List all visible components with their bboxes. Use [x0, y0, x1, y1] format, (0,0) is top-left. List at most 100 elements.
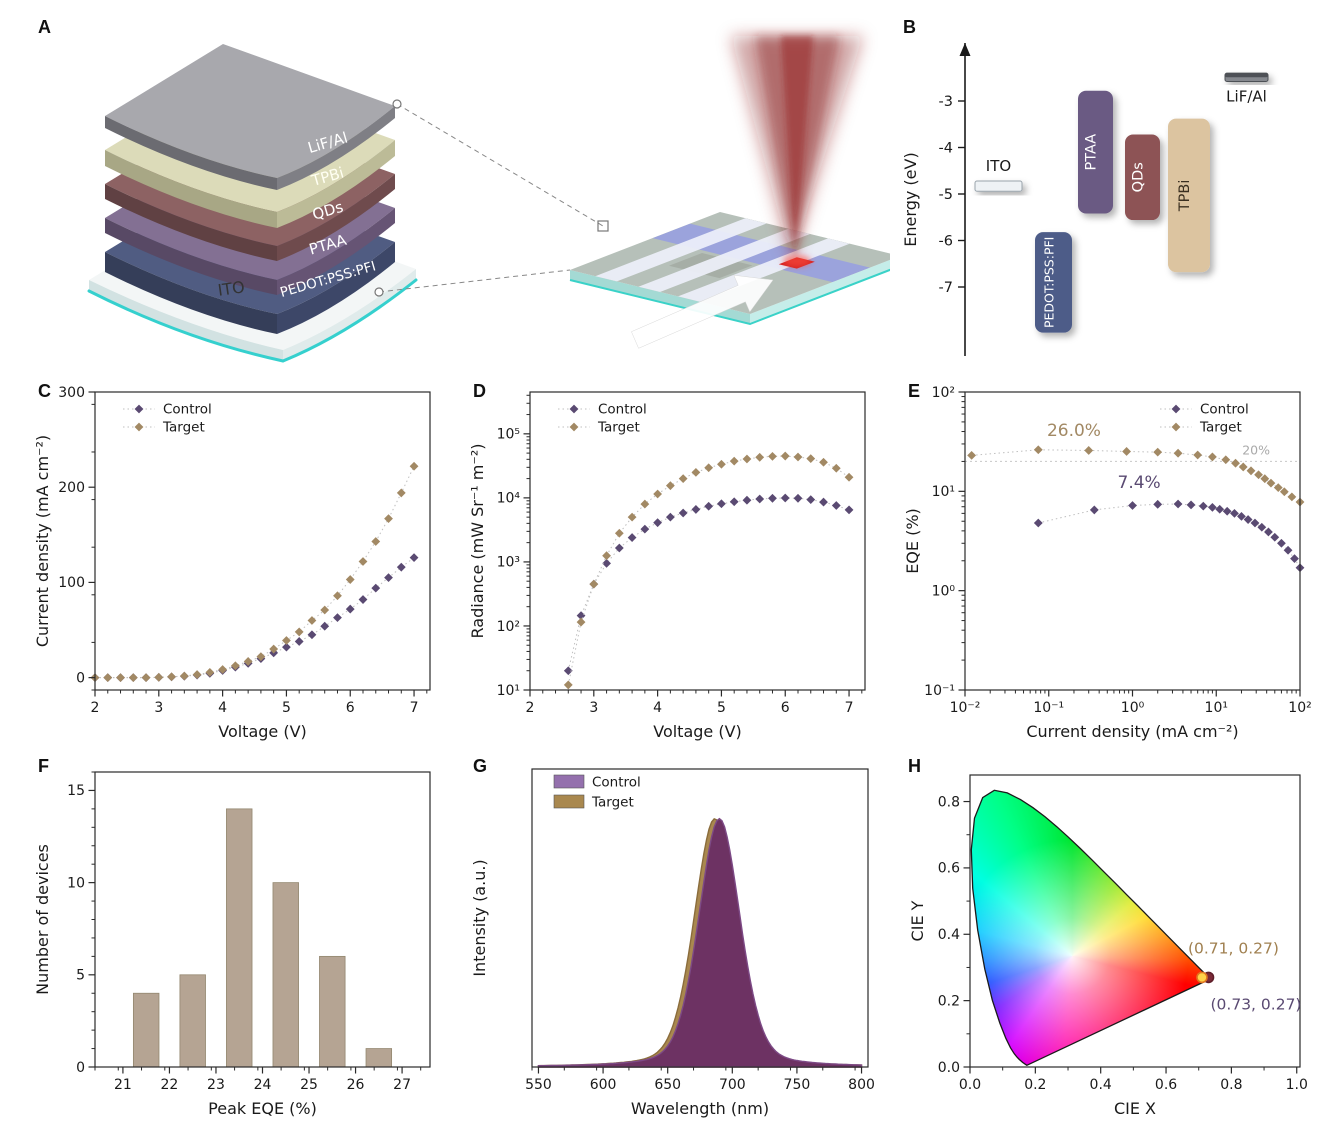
svg-text:10¹: 10¹	[932, 484, 955, 500]
panel-a-device-structure: A ITO PEDOT:PSS:PFI PTAA QDs TPBi LiF/Al	[25, 8, 890, 370]
svg-text:0.4: 0.4	[1090, 1077, 1112, 1093]
svg-text:0.8: 0.8	[938, 794, 960, 810]
svg-text:Radiance (mW Sr⁻¹ m⁻²): Radiance (mW Sr⁻¹ m⁻²)	[468, 444, 487, 639]
svg-text:5: 5	[76, 968, 85, 984]
svg-text:7: 7	[410, 700, 419, 716]
panel-f-label: F	[38, 756, 49, 776]
svg-text:0.6: 0.6	[938, 861, 960, 877]
svg-text:650: 650	[654, 1077, 681, 1093]
svg-text:10⁰: 10⁰	[1121, 700, 1145, 716]
svg-text:0.2: 0.2	[1024, 1077, 1046, 1093]
svg-text:20%: 20%	[1242, 442, 1270, 457]
panel-d-label: D	[473, 381, 486, 401]
svg-text:Peak EQE (%): Peak EQE (%)	[208, 1099, 317, 1118]
panel-f-histogram: F 21 22 23 24 25 26 27 0 5 10 15 Peak EQE (%) Number…	[25, 747, 460, 1130]
svg-text:15: 15	[67, 783, 85, 799]
svg-text:300: 300	[58, 385, 85, 401]
svg-text:Intensity (a.u.): Intensity (a.u.)	[470, 859, 489, 976]
panel-d-radiance-chart: D 2 3 4 5 6 7 10¹ 10² 10³ 10⁴ 10⁵ Voltage (V) Radian…	[460, 372, 895, 745]
svg-text:LiF/Al: LiF/Al	[1226, 87, 1267, 105]
svg-text:Target: Target	[591, 795, 634, 811]
panel-d-canvas: 2 3 4 5 6 7 10¹ 10² 10³ 10⁴ 10⁵ Voltage (V) Radiance…	[468, 391, 866, 741]
panel-b-canvas: -3 -4 -5 -6 -7 Energy (eV) ITO PEDOT:PSS:PFI PTA…	[901, 43, 1269, 356]
svg-text:ITO: ITO	[986, 157, 1011, 175]
svg-text:100: 100	[58, 575, 85, 591]
svg-text:0.0: 0.0	[938, 1060, 960, 1076]
svg-text:PEDOT:PSS:PFI: PEDOT:PSS:PFI	[1042, 237, 1057, 328]
svg-text:Control: Control	[163, 402, 212, 418]
svg-text:ITO: ITO	[216, 277, 245, 300]
panel-b-label: B	[903, 17, 916, 37]
svg-text:550: 550	[525, 1077, 552, 1093]
panel-g-canvas: 550 600 650 700 750 800 Wavelength (nm) Intensi…	[470, 768, 875, 1118]
svg-text:200: 200	[58, 480, 85, 496]
svg-text:-3: -3	[939, 94, 953, 110]
svg-text:Wavelength (nm): Wavelength (nm)	[631, 1099, 769, 1118]
svg-text:-6: -6	[939, 234, 953, 250]
svg-text:10⁻²: 10⁻²	[950, 700, 981, 716]
svg-text:Current density (mA cm⁻²): Current density (mA cm⁻²)	[33, 435, 52, 647]
svg-text:Number of devices: Number of devices	[33, 844, 52, 995]
svg-text:25: 25	[300, 1077, 318, 1093]
svg-text:0: 0	[76, 670, 85, 686]
svg-text:Target: Target	[162, 420, 205, 436]
svg-text:5: 5	[282, 700, 291, 716]
svg-text:0.4: 0.4	[938, 927, 960, 943]
svg-text:Target: Target	[1199, 420, 1242, 436]
panel-h-label: H	[908, 756, 921, 776]
svg-text:6: 6	[781, 700, 790, 716]
svg-text:700: 700	[719, 1077, 746, 1093]
svg-text:Energy (eV): Energy (eV)	[901, 152, 920, 246]
panel-c-canvas: 2 3 4 5 6 7 0 100 200 300 Voltage (V) Current densi…	[33, 385, 431, 741]
svg-text:2: 2	[526, 700, 535, 716]
svg-text:10⁰: 10⁰	[932, 583, 956, 599]
panel-g-el-spectrum: G 550 600 650 700 750 800 Wavelength (nm) Inten…	[460, 747, 895, 1130]
svg-text:7: 7	[845, 700, 854, 716]
panel-h-cie-diagram: H 0.0 0.2 0.4 0.6 0.8 1.0 0.0 0.2 0.4 0.6 0.8 CIE X…	[895, 747, 1344, 1130]
svg-text:26: 26	[347, 1077, 365, 1093]
svg-text:750: 750	[784, 1077, 811, 1093]
panel-g-label: G	[473, 756, 488, 776]
svg-text:Target: Target	[597, 420, 640, 436]
svg-text:10⁵: 10⁵	[497, 427, 520, 443]
svg-text:10⁴: 10⁴	[497, 491, 521, 507]
svg-text:0.2: 0.2	[938, 993, 960, 1009]
svg-text:QDs: QDs	[1131, 162, 1147, 192]
panel-a-label: A	[38, 17, 51, 37]
panel-e-eqe-chart: E 10⁻² 10⁻¹ 10⁰ 10¹ 10² 10⁻¹ 10⁰ 10¹ 10² Current …	[895, 372, 1344, 745]
panel-e-label: E	[908, 381, 921, 401]
panel-f-canvas: 21 22 23 24 25 26 27 0 5 10 15 Peak EQE (%) Number o…	[33, 771, 431, 1118]
svg-text:3: 3	[154, 700, 163, 716]
svg-text:6: 6	[346, 700, 355, 716]
cie-gamut-gradient	[971, 790, 1211, 1066]
svg-text:10⁻¹: 10⁻¹	[1033, 700, 1064, 716]
svg-text:26.0%: 26.0%	[1047, 421, 1101, 441]
svg-text:10²: 10²	[932, 385, 955, 401]
panel-h-canvas: 0.0 0.2 0.4 0.6 0.8 1.0 0.0 0.2 0.4 0.6 0.8 CIE X CI…	[908, 774, 1308, 1118]
svg-text:EQE (%): EQE (%)	[903, 508, 922, 574]
svg-text:-4: -4	[939, 141, 953, 157]
svg-text:0.8: 0.8	[1220, 1077, 1242, 1093]
panel-c-jv-chart: C 2 3 4 5 6 7 0 100 200 300 Voltage (V) Current den…	[25, 372, 460, 745]
svg-text:Current density (mA cm⁻²): Current density (mA cm⁻²)	[1026, 722, 1238, 741]
svg-text:Voltage (V): Voltage (V)	[218, 722, 307, 741]
svg-text:5: 5	[717, 700, 726, 716]
svg-text:TPBi: TPBi	[1177, 180, 1193, 213]
svg-text:10²: 10²	[497, 619, 520, 635]
svg-text:Voltage (V): Voltage (V)	[653, 722, 742, 741]
svg-text:-5: -5	[939, 187, 953, 203]
svg-text:10¹: 10¹	[497, 683, 520, 699]
svg-text:21: 21	[114, 1077, 132, 1093]
svg-text:0: 0	[76, 1060, 85, 1076]
svg-text:10³: 10³	[497, 555, 520, 571]
svg-text:23: 23	[207, 1077, 225, 1093]
svg-text:10: 10	[67, 875, 85, 891]
svg-text:-7: -7	[939, 280, 953, 296]
svg-text:10²: 10²	[1288, 700, 1311, 716]
svg-text:Control: Control	[1200, 402, 1249, 418]
panel-b-energy-diagram: B -3 -4 -5 -6 -7 Energy (eV) ITO PEDOT:PSS:PFI P…	[890, 8, 1344, 370]
svg-text:22: 22	[161, 1077, 179, 1093]
svg-text:CIE Y: CIE Y	[908, 900, 927, 941]
